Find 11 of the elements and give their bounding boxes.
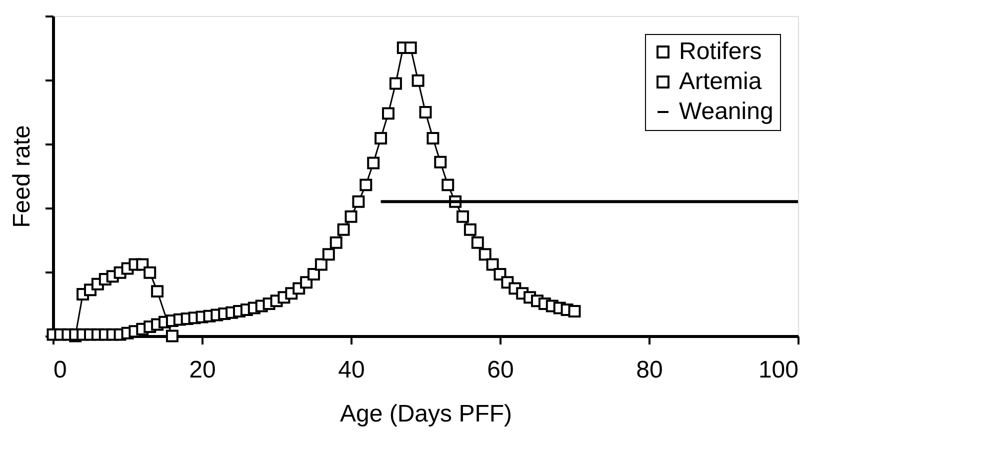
x-tick-label: 0 [54, 356, 67, 384]
x-tick-label: 40 [338, 356, 365, 384]
x-tick-label: 20 [189, 356, 216, 384]
x-tick-label: 100 [758, 356, 798, 384]
x-tick-label: 80 [636, 356, 663, 384]
x-tick-label: 60 [487, 356, 514, 384]
legend-label: Rotifers [679, 38, 762, 65]
legend-label: Artemia [679, 68, 762, 95]
x-axis-title: Age (Days PFF) [340, 400, 512, 428]
legend-label: Weaning [679, 98, 774, 125]
y-axis-title: Feed rate [8, 125, 36, 228]
